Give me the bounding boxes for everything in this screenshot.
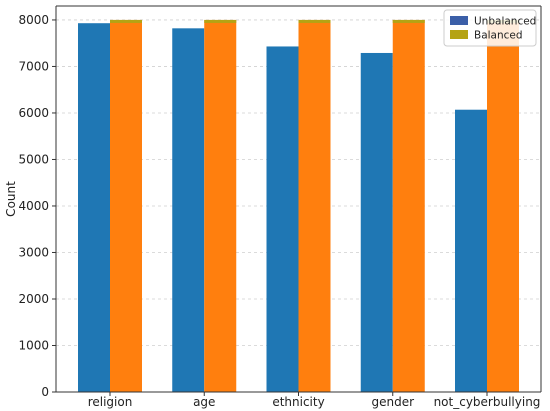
legend-label-unbalanced: Unbalanced [474, 16, 536, 28]
y-tick-label: 5000 [18, 152, 49, 166]
y-tick-label: 0 [41, 385, 49, 399]
bar-unbalanced-religion [78, 23, 110, 393]
bar-balanced-not_cyberbullying [487, 19, 519, 392]
bar-balanced-ethnicity [298, 19, 331, 392]
x-tick-label-religion: religion [88, 395, 133, 409]
bar-balanced-age [204, 19, 237, 392]
x-ticks: religion age ethnicity gender not_cyberbully… [88, 392, 541, 409]
y-tick-label: 1000 [18, 338, 49, 352]
bar-cap-ethnicity [298, 19, 331, 23]
y-ticks: 0 1000 2000 3000 4000 5000 6000 7000 8000 [18, 13, 56, 399]
legend: Unbalanced Balanced [443, 9, 537, 47]
y-tick-label: 8000 [18, 13, 49, 27]
bars-layer [78, 19, 519, 393]
y-axis-title: Count [4, 181, 18, 217]
x-tick-label-gender: gender [371, 395, 414, 409]
y-tick-label: 7000 [18, 59, 49, 73]
bar-balanced-gender [392, 19, 425, 392]
bar-unbalanced-not_cyberbullying [455, 109, 487, 392]
bar-balanced-religion [110, 19, 142, 392]
legend-label-balanced: Balanced [474, 30, 523, 42]
bar-cap-religion [110, 19, 142, 23]
legend-swatch-unbalanced [450, 16, 468, 25]
x-tick-label-not_cyberbullying: not_cyberbullying [434, 395, 541, 409]
bar-unbalanced-age [172, 28, 205, 393]
bar-cap-gender [392, 19, 425, 23]
y-tick-label: 4000 [18, 199, 49, 213]
bar-unbalanced-gender [360, 52, 393, 393]
bar-unbalanced-ethnicity [266, 46, 299, 393]
x-tick-label-age: age [193, 395, 215, 409]
y-tick-label: 6000 [18, 106, 49, 120]
legend-swatch-balanced [450, 30, 468, 39]
x-tick-label-ethnicity: ethnicity [272, 395, 324, 409]
y-tick-label: 3000 [18, 245, 49, 259]
y-tick-label: 2000 [18, 292, 49, 306]
bar-cap-age [204, 19, 237, 23]
